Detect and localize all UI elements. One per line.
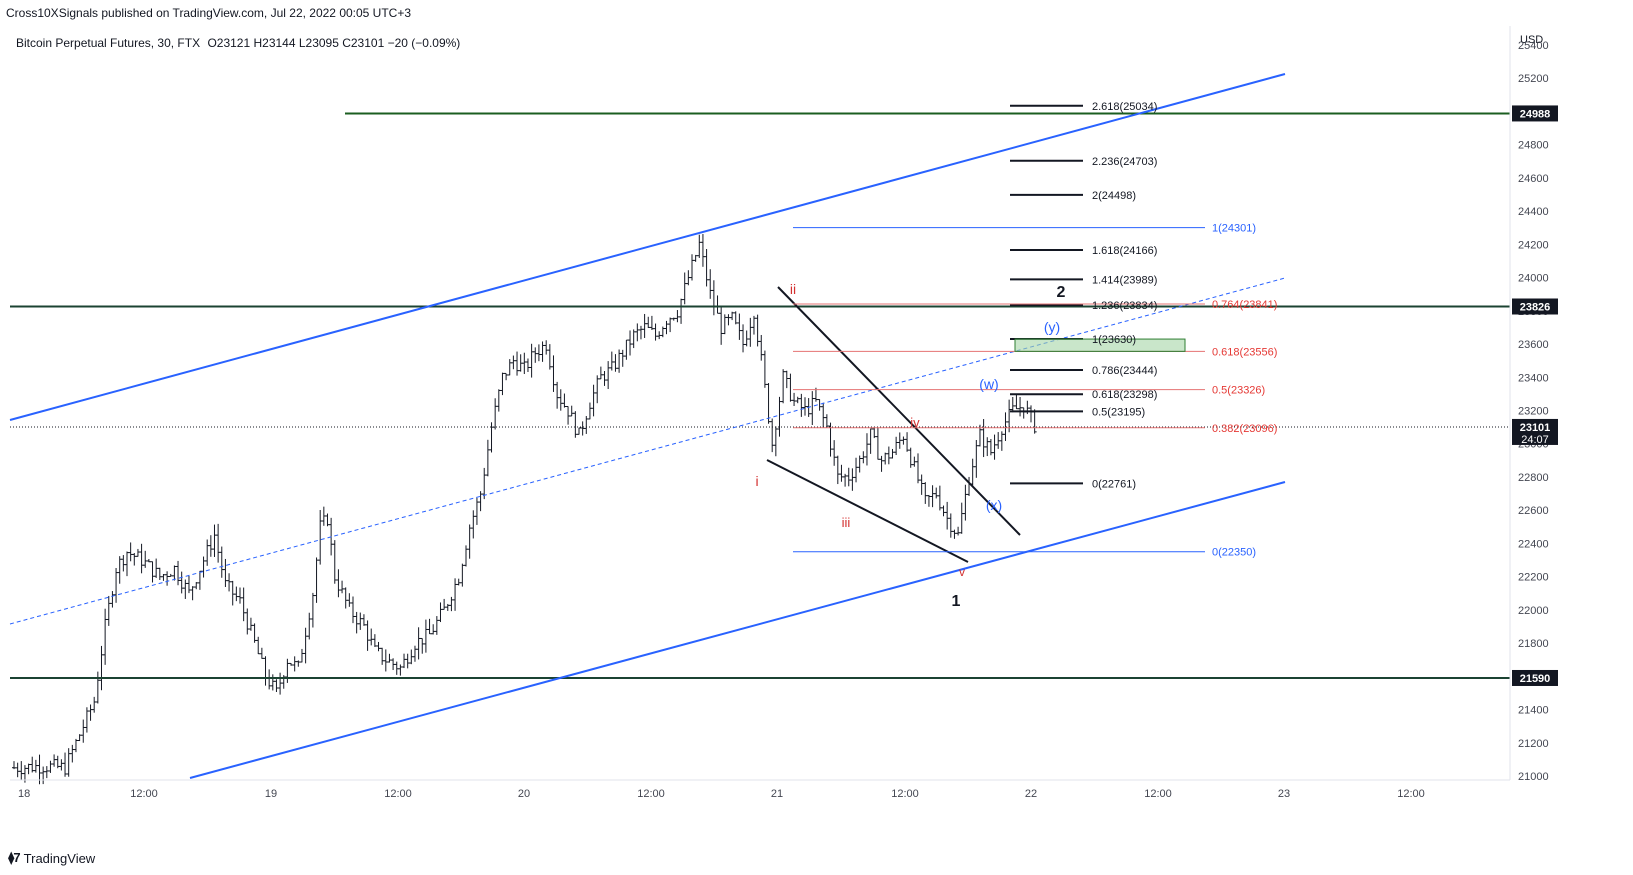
fib-retracement-label: 0.764(23841)	[1212, 299, 1277, 311]
price-tick-label: 24000	[1518, 273, 1549, 285]
price-tick-label: 24400	[1518, 206, 1549, 218]
time-tick-label: 12:00	[384, 788, 412, 800]
price-level-badge	[1512, 669, 1558, 686]
channel-upper-line[interactable]	[9, 73, 1286, 421]
wave-label: v	[959, 565, 965, 579]
price-tick-label: 23400	[1518, 372, 1549, 384]
price-level-badge	[1512, 105, 1558, 122]
ohlc-values: O23121 H23144 L23095 C23101 −20 (−0.09%)	[207, 36, 461, 50]
price-level-badge-label: 21590	[1520, 673, 1551, 685]
price-tick-label: 23600	[1518, 339, 1549, 351]
price-tick-label: 24800	[1518, 140, 1549, 152]
fib-extension-label: 1.414(23989)	[1092, 274, 1157, 286]
price-tick-label: 21800	[1518, 638, 1549, 650]
publisher-line: Cross10XSignals published on TradingView…	[6, 6, 412, 20]
tradingview-logo-icon: ⧫7	[8, 850, 21, 865]
wave-label: (x)	[986, 497, 1002, 513]
fib-blue-label: 1(24301)	[1212, 223, 1256, 235]
fib-extension-label: 2.236(24703)	[1092, 156, 1157, 168]
time-tick-label: 12:00	[637, 788, 665, 800]
fib-extension-label: 2(24498)	[1092, 190, 1136, 202]
price-tick-label: 21000	[1518, 771, 1549, 783]
fib-extension-label: 1(23630)	[1092, 334, 1136, 346]
wave-label: ii	[790, 281, 796, 297]
wave-label: iii	[842, 515, 851, 530]
price-level-badge	[1512, 298, 1558, 315]
price-tick-label: 22200	[1518, 572, 1549, 584]
time-tick-label: 12:00	[891, 788, 919, 800]
tradingview-logo[interactable]: ⧫7 TradingView	[8, 850, 95, 866]
time-tick-label: 20	[518, 788, 530, 800]
time-tick-label: 22	[1025, 788, 1037, 800]
fib-blue-label: 0(22350)	[1212, 547, 1256, 559]
time-tick-label: 12:00	[130, 788, 158, 800]
price-tick-label: 24200	[1518, 239, 1549, 251]
tradingview-logo-text: TradingView	[23, 850, 96, 866]
currency-label: USD	[1520, 34, 1543, 46]
wave-label: 2	[1057, 284, 1066, 301]
symbol-info: Bitcoin Perpetual Futures, 30, FTX O2312…	[16, 36, 460, 50]
wave-label: 1	[952, 593, 961, 610]
price-tick-label: 24600	[1518, 173, 1549, 185]
fib-extension-label: 1.236(23834)	[1092, 300, 1157, 312]
symbol-name: Bitcoin Perpetual Futures, 30, FTX	[16, 36, 201, 50]
time-tick-label: 19	[265, 788, 277, 800]
fib-retracement-label: 0.5(23326)	[1212, 385, 1265, 397]
price-tick-label: 22000	[1518, 605, 1549, 617]
price-tick-label: 22400	[1518, 538, 1549, 550]
time-tick-label: 12:00	[1144, 788, 1172, 800]
current-price-badge	[1512, 418, 1558, 445]
wedge-lower-line[interactable]	[766, 459, 969, 563]
wave-label: iv	[910, 415, 920, 430]
price-tick-label: 22800	[1518, 472, 1549, 484]
channel-lower-line[interactable]	[189, 481, 1286, 779]
price-level-badge-label: 24988	[1520, 108, 1551, 120]
price-level-badge-label: 23826	[1520, 301, 1551, 313]
fib-extension-label: 0.5(23195)	[1092, 406, 1145, 418]
wave-label: (w)	[979, 376, 998, 392]
time-tick-label: 21	[771, 788, 783, 800]
time-tick-label: 23	[1278, 788, 1290, 800]
price-tick-label: 25400	[1518, 40, 1549, 52]
fib-extension-label: 1.618(24166)	[1092, 245, 1157, 257]
price-tick-label: 21200	[1518, 738, 1549, 750]
time-tick-label: 12:00	[1397, 788, 1425, 800]
fib-extension-label: 0.786(23444)	[1092, 365, 1157, 377]
fib-retracement-label: 0.618(23556)	[1212, 346, 1277, 358]
bar-countdown-label: 24:07	[1521, 434, 1549, 446]
channel-median-line[interactable]	[9, 277, 1286, 625]
fib-extension-label: 2.618(25034)	[1092, 101, 1157, 113]
time-tick-label: 18	[18, 788, 30, 800]
wave-label: (y)	[1044, 319, 1060, 335]
fib-retracement-label: 0.382(23096)	[1212, 423, 1277, 435]
price-tick-label: 23200	[1518, 406, 1549, 418]
fib-extension-label: 0.618(23298)	[1092, 389, 1157, 401]
price-tick-label: 25200	[1518, 73, 1549, 85]
price-tick-label: 22600	[1518, 505, 1549, 517]
price-tick-label: 21400	[1518, 705, 1549, 717]
wave-label: i	[755, 473, 758, 489]
fib-extension-label: 0(22761)	[1092, 478, 1136, 490]
current-price-badge-label: 23101	[1520, 422, 1551, 434]
wedge-upper-line[interactable]	[777, 286, 1021, 536]
target-zone-box[interactable]	[1014, 338, 1186, 352]
